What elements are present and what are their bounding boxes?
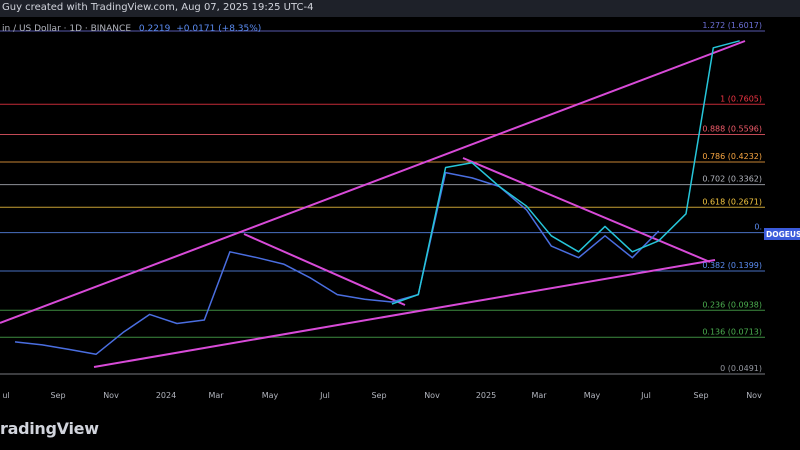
x-tick-label: Sep bbox=[371, 391, 386, 400]
lower-wedge-line bbox=[93, 259, 716, 368]
x-tick-label: Sep bbox=[693, 391, 708, 400]
price-badge bbox=[764, 228, 800, 240]
fib-label-0-5: 0. bbox=[754, 223, 762, 232]
fib-label-0-136: 0.136 (0.0713) bbox=[702, 327, 762, 336]
price-series bbox=[14, 40, 740, 356]
price-line-2 bbox=[391, 40, 740, 305]
x-tick-label: ul bbox=[2, 391, 9, 400]
symbol-change: +0.0171 (+8.35%) bbox=[176, 24, 262, 34]
fib-label-0-786: 0.786 (0.4232) bbox=[702, 152, 762, 161]
fib-label-0-702: 0.702 (0.3362) bbox=[702, 175, 762, 184]
fib-label-0: 0 (0.0491) bbox=[720, 364, 762, 373]
x-tick-label: Nov bbox=[424, 391, 440, 400]
fibonacci-labels: 1.272 (1.6017) 1 (0.7605) 0.888 (0.5596) 0.… bbox=[702, 21, 762, 373]
x-tick-label: Sep bbox=[50, 391, 65, 400]
x-tick-label: Jul bbox=[640, 391, 651, 400]
x-tick-label: 2024 bbox=[156, 391, 176, 400]
fib-label-0-888: 0.888 (0.5596) bbox=[702, 125, 762, 134]
header-text: Guy created with TradingView.com, Aug 07… bbox=[2, 2, 314, 13]
price-line-1 bbox=[14, 171, 660, 356]
trendlines bbox=[0, 40, 746, 368]
downtrend-line-2024 bbox=[243, 233, 406, 306]
x-tick-label: Mar bbox=[531, 391, 547, 400]
price-badge-label: DOGEUSD bbox=[766, 230, 800, 239]
x-tick-label: Jul bbox=[319, 391, 330, 400]
fib-label-0-236: 0.236 (0.0938) bbox=[702, 300, 762, 309]
symbol-price: 0.2219 bbox=[138, 24, 171, 34]
tradingview-logo: radingView bbox=[0, 419, 99, 438]
upper-wedge-line bbox=[0, 40, 746, 324]
x-tick-label: Mar bbox=[208, 391, 224, 400]
symbol-title: in / US Dollar · 1D · BINANCE bbox=[2, 24, 132, 34]
header-bar: Guy created with TradingView.com, Aug 07… bbox=[0, 0, 800, 17]
fib-label-1: 1 (0.7605) bbox=[720, 94, 762, 103]
fib-label-1-272: 1.272 (1.6017) bbox=[702, 21, 762, 30]
fib-label-0-382: 0.382 (0.1399) bbox=[702, 261, 762, 270]
symbol-line: in / US Dollar · 1D · BINANCE 0.2219 +0.… bbox=[2, 24, 261, 34]
x-tick-label: May bbox=[584, 391, 601, 400]
x-tick-label: May bbox=[262, 391, 279, 400]
x-tick-label: 2025 bbox=[476, 391, 496, 400]
downtrend-line-2025 bbox=[462, 157, 711, 263]
fibonacci-levels bbox=[0, 30, 765, 375]
x-tick-label: Nov bbox=[746, 391, 762, 400]
x-tick-label: Nov bbox=[103, 391, 119, 400]
fib-label-0-618: 0.618 (0.2671) bbox=[702, 197, 762, 206]
x-axis: ul Sep Nov 2024 Mar May Jul Sep Nov 2025 Mar May Jul… bbox=[2, 391, 762, 400]
